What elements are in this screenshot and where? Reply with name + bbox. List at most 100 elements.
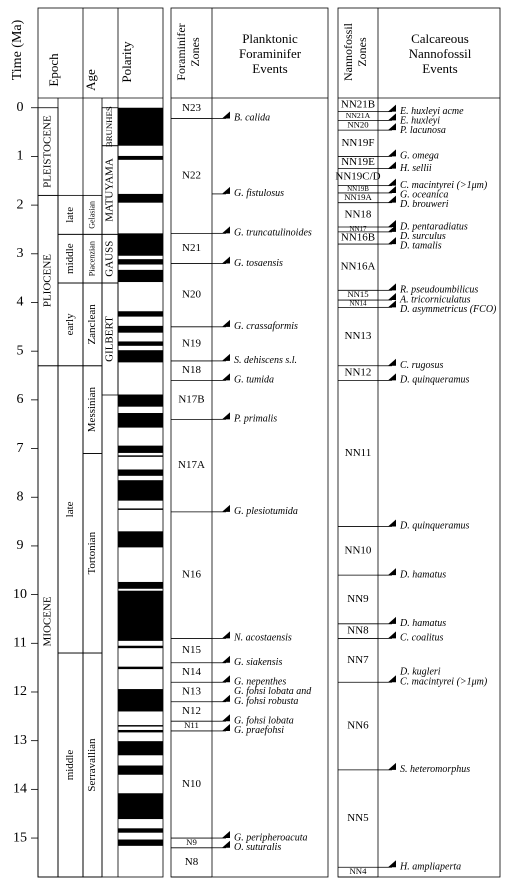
event-label: H. sellii xyxy=(399,163,432,174)
event-label: G. omega xyxy=(400,151,439,162)
y-tick-label: 6 xyxy=(17,392,24,407)
age-label: Piacenzian xyxy=(87,241,96,276)
event-label: B. calida xyxy=(234,113,270,124)
zone-label: NN21B xyxy=(341,98,375,110)
event-marker xyxy=(388,293,396,301)
event-label: H. ampliaperta xyxy=(399,862,461,873)
chron-label: GILBERT xyxy=(104,316,116,362)
y-tick-label: 12 xyxy=(13,684,27,699)
zone-label: NN16A xyxy=(341,261,376,273)
polarity-normal xyxy=(118,508,163,510)
zone-label: N14 xyxy=(182,666,201,678)
event-marker xyxy=(388,373,396,381)
y-tick-label: 0 xyxy=(17,100,24,115)
epoch-label: MIOCENE xyxy=(42,596,54,646)
event-marker xyxy=(388,123,396,131)
event-label: G. peripheroacuta xyxy=(234,832,308,843)
event-marker xyxy=(388,675,396,683)
y-tick-label: 11 xyxy=(13,636,26,651)
zone-label: NN19C/D xyxy=(335,171,380,183)
event-marker xyxy=(222,840,230,848)
polarity-normal xyxy=(118,729,163,733)
zone-label: NN20 xyxy=(347,119,369,129)
polarity-normal xyxy=(118,455,163,457)
polarity-normal xyxy=(118,394,163,407)
zone-label: N18 xyxy=(182,364,201,376)
polarity-normal xyxy=(118,155,163,160)
axis-label: Time (Ma) xyxy=(10,19,25,80)
event-marker xyxy=(388,300,396,308)
event-label: D. hamatus xyxy=(399,618,446,629)
event-label: D. pentaradiatus xyxy=(399,221,468,232)
header: Calcareous xyxy=(411,31,469,46)
event-marker xyxy=(222,714,230,722)
event-label: D. surculus xyxy=(399,231,446,242)
event-marker xyxy=(388,568,396,576)
polarity-normal xyxy=(118,480,163,501)
event-label: C. macintyrei (>1μm) xyxy=(400,180,488,191)
event-marker xyxy=(388,113,396,121)
zone-label: N13 xyxy=(182,686,201,698)
zone-label: NN9 xyxy=(347,593,369,605)
polarity-normal xyxy=(118,193,163,203)
header: Nannofossil xyxy=(341,22,355,81)
event-marker xyxy=(388,762,396,770)
event-marker xyxy=(222,631,230,639)
polarity-normal xyxy=(118,269,163,283)
event-label: G. fohsi lobata xyxy=(234,715,294,726)
event-label: E. huxleyi xyxy=(399,115,440,126)
event-marker xyxy=(222,319,230,327)
subepoch-label: late xyxy=(64,501,76,517)
event-label: S. dehiscens s.l. xyxy=(234,355,297,366)
y-tick-label: 4 xyxy=(17,295,24,310)
y-tick-label: 1 xyxy=(17,149,24,164)
event-label: D. tamalis xyxy=(399,240,442,251)
event-label: N. acostaensis xyxy=(233,633,292,644)
polarity-normal xyxy=(118,581,163,589)
header: Events xyxy=(422,61,457,76)
event-marker xyxy=(222,831,230,839)
event-marker xyxy=(388,283,396,291)
event-label: D. brouweri xyxy=(399,199,449,210)
zone-label: N10 xyxy=(182,778,201,790)
polarity-normal xyxy=(118,233,163,256)
zone-label: N19 xyxy=(182,337,201,349)
polarity-normal xyxy=(118,725,163,727)
event-label: G. truncatulinoides xyxy=(234,228,312,239)
polarity-normal xyxy=(118,445,163,453)
zone-label: N12 xyxy=(182,705,201,717)
zone-label: NN11 xyxy=(345,447,371,459)
event-label: C. coalitus xyxy=(400,633,443,644)
event-label: G. fistulosus xyxy=(234,188,284,199)
polarity-normal xyxy=(118,741,163,756)
header: Planktonic xyxy=(242,31,298,46)
event-label: G. plesiotumida xyxy=(234,506,298,517)
zone-label: NN7 xyxy=(347,654,369,666)
age xyxy=(82,652,103,878)
y-tick-label: 13 xyxy=(13,733,27,748)
zone-label: NN17 xyxy=(349,225,367,233)
event-label: G. fohsi robusta xyxy=(234,696,298,707)
event-marker xyxy=(222,723,230,731)
polarity-normal xyxy=(118,666,163,670)
zone-label: NN18 xyxy=(345,208,372,220)
chron-label: MATUYAMA xyxy=(104,158,116,222)
y-tick-label: 9 xyxy=(17,538,24,553)
subepoch-label: late xyxy=(64,207,76,223)
zone-label: N20 xyxy=(182,289,201,301)
chron-label: GAUSS xyxy=(104,241,116,277)
age-label: Serravallian xyxy=(86,738,98,792)
subepoch-label: middle xyxy=(64,243,76,274)
subepoch-label: early xyxy=(64,313,76,335)
y-tick-label: 7 xyxy=(17,441,24,456)
zone-label: NN10 xyxy=(345,544,372,556)
header: Foraminifer xyxy=(174,23,188,80)
event-marker xyxy=(222,353,230,361)
event-label: R. pseudoumbilicus xyxy=(399,285,478,296)
chron xyxy=(101,282,119,396)
polarity-normal xyxy=(118,689,163,712)
event-label: G. fohsi lobata and xyxy=(234,686,312,697)
zone-label: N23 xyxy=(182,102,201,114)
y-tick-label: 5 xyxy=(17,343,24,358)
event-label: D. kugleri xyxy=(399,667,441,678)
